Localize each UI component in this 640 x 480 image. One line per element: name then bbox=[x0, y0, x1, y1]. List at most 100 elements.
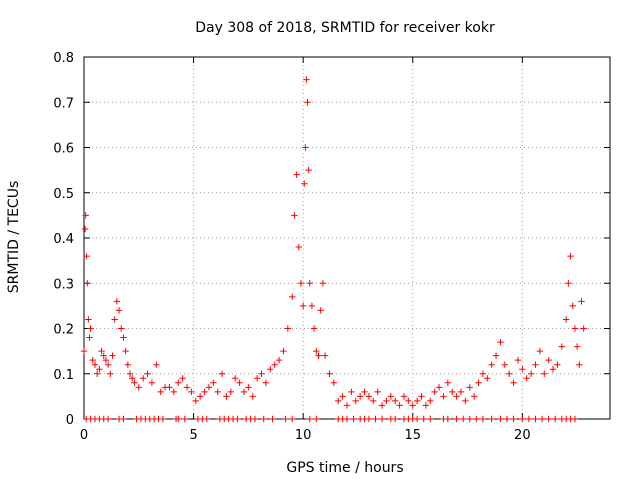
data-point bbox=[479, 370, 487, 377]
y-tick-label: 0.2 bbox=[53, 323, 74, 338]
data-point bbox=[203, 415, 210, 423]
data-point bbox=[525, 415, 533, 423]
data-point bbox=[284, 325, 292, 332]
grid bbox=[84, 57, 610, 419]
data-point bbox=[159, 415, 167, 423]
data-point bbox=[179, 375, 186, 382]
data-point bbox=[104, 415, 112, 423]
data-point bbox=[554, 361, 561, 368]
y-tick-label: 0.6 bbox=[53, 142, 74, 157]
data-point bbox=[475, 379, 482, 386]
data-point bbox=[109, 352, 116, 359]
data-point bbox=[234, 415, 241, 423]
data-point bbox=[427, 397, 434, 405]
data-point bbox=[153, 361, 160, 368]
data-point bbox=[218, 370, 226, 377]
data-point bbox=[392, 397, 399, 405]
data-point bbox=[120, 415, 127, 423]
data-point bbox=[576, 361, 583, 368]
data-point bbox=[444, 415, 452, 423]
data-point bbox=[321, 352, 329, 359]
data-point bbox=[144, 370, 151, 377]
data-point bbox=[552, 415, 559, 423]
data-point bbox=[201, 388, 208, 396]
data-point bbox=[303, 76, 310, 83]
data-point bbox=[541, 370, 548, 377]
data-point bbox=[267, 366, 274, 373]
data-point bbox=[306, 280, 313, 287]
data-point bbox=[413, 397, 421, 405]
data-point bbox=[148, 379, 156, 386]
x-tick-label: 0 bbox=[80, 428, 88, 443]
data-point bbox=[372, 415, 379, 423]
data-point bbox=[301, 180, 308, 187]
data-point bbox=[196, 393, 204, 400]
data-point bbox=[85, 316, 92, 323]
data-point bbox=[503, 415, 511, 423]
data-point bbox=[405, 397, 412, 405]
data-point bbox=[488, 415, 495, 423]
data-point bbox=[383, 397, 390, 405]
data-point bbox=[113, 298, 121, 305]
x-axis-label: GPS time / hours bbox=[286, 460, 403, 476]
data-point bbox=[83, 252, 90, 260]
data-point bbox=[240, 388, 248, 396]
data-point bbox=[326, 370, 333, 377]
data-point bbox=[343, 415, 351, 423]
data-point bbox=[339, 393, 346, 400]
data-point bbox=[573, 343, 581, 350]
data-point bbox=[370, 397, 377, 405]
data-point bbox=[275, 356, 283, 364]
data-point bbox=[356, 393, 364, 400]
data-point bbox=[569, 302, 576, 310]
data-point bbox=[335, 397, 342, 405]
data-point bbox=[308, 302, 316, 310]
data-point bbox=[418, 393, 425, 400]
data-point bbox=[115, 307, 123, 314]
y-tick-label: 0.1 bbox=[53, 368, 74, 383]
y-tick-label: 0.5 bbox=[53, 187, 74, 202]
data-point bbox=[118, 325, 125, 332]
data-point bbox=[166, 384, 173, 391]
data-point bbox=[422, 402, 430, 409]
data-point bbox=[223, 393, 230, 400]
data-point bbox=[457, 388, 465, 396]
data-point bbox=[578, 298, 585, 305]
data-point bbox=[289, 415, 296, 423]
data-point bbox=[532, 361, 539, 368]
data-point bbox=[107, 370, 114, 377]
data-point bbox=[91, 361, 99, 368]
data-point bbox=[378, 402, 386, 409]
data-point bbox=[310, 325, 318, 332]
data-point bbox=[374, 388, 381, 396]
data-point bbox=[80, 347, 88, 355]
data-point bbox=[392, 415, 399, 423]
data-point bbox=[449, 388, 456, 396]
x-tick-label: 15 bbox=[404, 428, 421, 443]
data-point bbox=[567, 252, 574, 260]
data-point bbox=[269, 415, 276, 423]
data-point bbox=[319, 280, 327, 287]
data-point bbox=[350, 415, 357, 423]
data-point bbox=[175, 379, 182, 386]
data-point bbox=[297, 280, 305, 287]
y-tick-label: 0.4 bbox=[53, 232, 74, 247]
plot-frame bbox=[83, 56, 611, 420]
data-point bbox=[510, 379, 517, 386]
data-point bbox=[124, 361, 132, 368]
data-point bbox=[580, 325, 587, 332]
data-point bbox=[558, 343, 565, 350]
data-point bbox=[93, 370, 101, 377]
data-point bbox=[501, 361, 508, 368]
data-point bbox=[505, 370, 513, 377]
data-point bbox=[571, 415, 579, 423]
data-point bbox=[175, 415, 182, 423]
x-tick-label: 5 bbox=[189, 428, 197, 443]
data-point bbox=[299, 302, 307, 310]
y-tick-label: 0 bbox=[66, 413, 74, 428]
data-point bbox=[258, 370, 265, 377]
data-point bbox=[305, 166, 312, 174]
data-point bbox=[295, 243, 302, 251]
data-point bbox=[129, 375, 136, 382]
data-point bbox=[214, 388, 221, 396]
